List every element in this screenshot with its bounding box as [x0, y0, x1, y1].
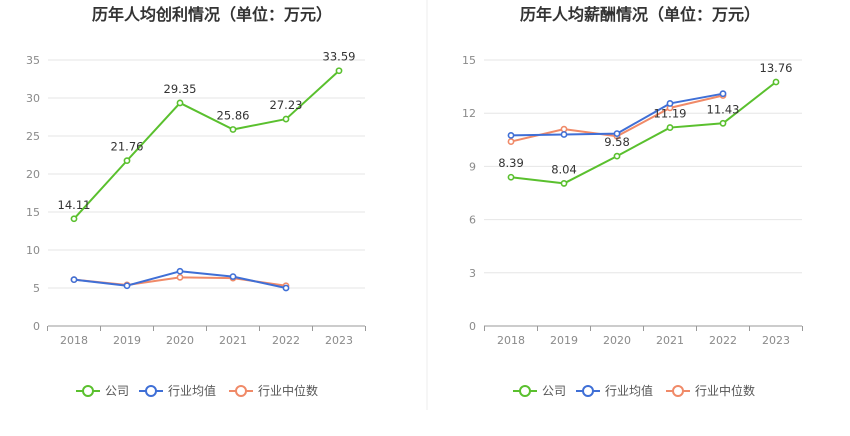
legend-marker: [145, 385, 157, 397]
legend-item-industry-median[interactable]: 行业中位数: [229, 383, 318, 398]
series-line-company: [73, 69, 340, 220]
legend-marker: [82, 385, 94, 397]
chart-title: 历年人均薪酬情况（单位：万元）: [520, 5, 760, 24]
data-label: 11.19: [654, 107, 687, 121]
data-point-industry-avg[interactable]: [666, 100, 674, 107]
data-point-company[interactable]: [772, 78, 780, 86]
data-label: 21.76: [111, 140, 144, 154]
data-point-company[interactable]: [335, 67, 343, 75]
x-tick-label: 2022: [709, 334, 737, 347]
data-point-industry-median[interactable]: [176, 273, 184, 281]
legend: 公司 行业均值 行业中位数: [76, 383, 318, 398]
data-point-industry-avg[interactable]: [176, 267, 184, 275]
y-tick-label: 15: [462, 54, 476, 67]
legend-label: 行业中位数: [695, 383, 755, 398]
x-tick-label: 2019: [550, 334, 578, 347]
legend-label: 行业中位数: [258, 383, 318, 398]
data-point-industry-median[interactable]: [507, 138, 515, 145]
y-tick-label: 25: [26, 130, 40, 143]
x-tick-label: 2019: [113, 334, 141, 347]
x-tick-label: 2020: [166, 334, 194, 347]
legend-label: 行业均值: [168, 383, 216, 398]
y-tick-label: 3: [469, 267, 476, 280]
series-line-company: [510, 81, 777, 185]
x-tick-label: 2021: [656, 334, 684, 347]
data-point-industry-avg[interactable]: [229, 273, 237, 280]
data-label: 27.23: [270, 98, 303, 112]
x-tick-label: 2021: [219, 334, 247, 347]
chart-2: 历年人均薪酬情况（单位：万元） 0 3 6 9 12 15 2018 2019 2020 2021 2…: [462, 5, 803, 398]
series-line-industry-avg: [510, 92, 724, 137]
data-point-industry-avg[interactable]: [507, 131, 515, 139]
data-point-company[interactable]: [176, 99, 184, 107]
chart-title: 历年人均创利情况（单位：万元）: [92, 5, 332, 24]
x-tick-label: 2018: [60, 334, 88, 347]
y-tick-label: 15: [26, 206, 40, 219]
data-label: 9.58: [604, 135, 630, 149]
legend-marker: [235, 385, 247, 397]
x-tick-label: 2023: [325, 334, 353, 347]
data-point-company[interactable]: [666, 124, 674, 131]
y-tick-label: 30: [26, 92, 40, 105]
data-label: 13.76: [760, 61, 793, 75]
data-label: 14.11: [58, 198, 91, 212]
y-tick-label: 12: [462, 107, 476, 120]
data-label: 33.59: [323, 50, 356, 64]
data-point-company[interactable]: [507, 173, 515, 181]
chart-1: 历年人均创利情况（单位：万元） 0 5 10 15 20 25 30 35 2018 2019 202…: [26, 5, 366, 398]
data-point-industry-avg[interactable]: [70, 276, 78, 284]
legend-marker: [672, 385, 684, 397]
data-point-industry-avg[interactable]: [123, 282, 131, 290]
data-label: 8.04: [551, 162, 577, 176]
data-point-industry-avg[interactable]: [719, 90, 727, 98]
legend-marker: [582, 385, 594, 397]
x-tick-label: 2023: [762, 334, 790, 347]
legend-label: 公司: [542, 384, 566, 398]
legend-marker: [519, 385, 531, 397]
data-point-company[interactable]: [613, 152, 621, 160]
data-label: 29.35: [164, 82, 197, 96]
data-point-company[interactable]: [282, 115, 290, 123]
data-point-company[interactable]: [70, 215, 78, 223]
x-tick-label: 2018: [497, 334, 525, 347]
data-point-company[interactable]: [123, 157, 131, 165]
data-point-industry-avg[interactable]: [560, 131, 568, 138]
legend-item-industry-avg[interactable]: 行业均值: [139, 383, 216, 398]
x-tick-label: 2020: [603, 334, 631, 347]
data-point-company[interactable]: [229, 126, 237, 133]
legend-item-company[interactable]: 公司: [76, 384, 129, 398]
legend-item-industry-median[interactable]: 行业中位数: [666, 383, 755, 398]
data-label: 11.43: [707, 102, 740, 116]
x-tick-label: 2022: [272, 334, 300, 347]
y-tick-label: 9: [469, 160, 476, 173]
data-point-industry-avg[interactable]: [282, 284, 290, 292]
data-point-company[interactable]: [560, 180, 568, 187]
data-label: 25.86: [217, 108, 250, 122]
legend-label: 行业均值: [605, 383, 653, 398]
y-tick-label: 10: [26, 244, 40, 257]
data-point-company[interactable]: [719, 119, 727, 127]
y-tick-label: 0: [469, 320, 476, 333]
data-point-industry-avg[interactable]: [613, 130, 621, 137]
legend-label: 公司: [105, 384, 129, 398]
legend-item-industry-avg[interactable]: 行业均值: [576, 383, 653, 398]
y-tick-label: 20: [26, 168, 40, 181]
data-label: 8.39: [498, 156, 524, 170]
y-tick-label: 6: [469, 214, 476, 227]
legend: 公司 行业均值 行业中位数: [513, 383, 755, 398]
data-point-industry-median[interactable]: [560, 125, 568, 133]
y-tick-label: 0: [33, 320, 40, 333]
y-tick-label: 5: [33, 282, 40, 295]
legend-item-company[interactable]: 公司: [513, 384, 566, 398]
y-tick-label: 35: [26, 54, 40, 67]
